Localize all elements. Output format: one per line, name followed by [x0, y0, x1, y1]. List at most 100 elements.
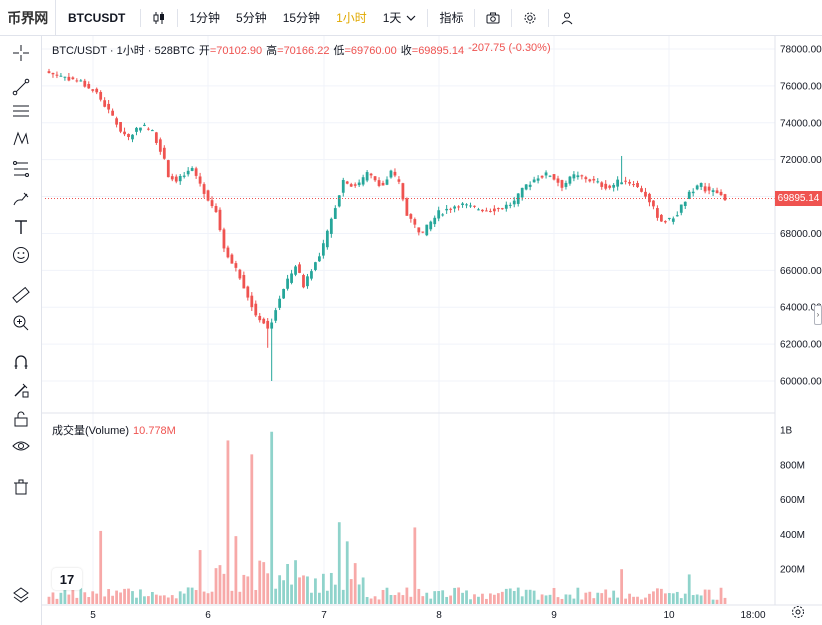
- site-logo[interactable]: 币界网: [0, 0, 56, 36]
- candle-body: [314, 262, 317, 270]
- candle-body: [286, 278, 289, 289]
- lock-drawings-tool[interactable]: [10, 408, 32, 430]
- interval-15m[interactable]: 15分钟: [282, 11, 321, 25]
- text-tool[interactable]: [10, 216, 32, 238]
- time-tick-label: 9: [551, 610, 557, 621]
- zigzag-icon: [13, 131, 29, 146]
- volume-bar: [214, 568, 218, 604]
- chart-settings-icon[interactable]: [790, 604, 806, 620]
- crosshair-tool[interactable]: [10, 42, 32, 64]
- interval-1m[interactable]: 1分钟: [189, 11, 221, 25]
- remove-drawings-tool[interactable]: [10, 476, 32, 498]
- emoji-tool[interactable]: [10, 244, 32, 266]
- brush-tool[interactable]: [10, 188, 32, 210]
- candle-body: [429, 221, 433, 230]
- volume-bar: [425, 592, 429, 604]
- trendline-tool[interactable]: [10, 76, 32, 98]
- volume-bar: [361, 577, 365, 604]
- candle-body: [477, 209, 480, 211]
- candle-body: [437, 210, 441, 219]
- volume-bar: [198, 550, 202, 604]
- volume-bar: [143, 596, 146, 604]
- candle-body: [290, 273, 293, 283]
- volume-bar: [318, 592, 321, 604]
- candle-body: [131, 134, 134, 140]
- gear-icon: [524, 12, 536, 23]
- volume-bar: [524, 589, 528, 604]
- symbol-search-button[interactable]: BTCUSDT: [68, 10, 126, 25]
- interval-1d[interactable]: 1天: [375, 0, 425, 36]
- volume-bar: [504, 588, 508, 604]
- volume-bar: [564, 594, 568, 604]
- tradingview-logo[interactable]: 17: [52, 568, 82, 590]
- horizontal-lines-tool[interactable]: [10, 100, 32, 122]
- volume-bar: [584, 592, 588, 604]
- volume-bar: [365, 597, 369, 604]
- volume-bar: [325, 590, 329, 604]
- measure-tool[interactable]: [10, 284, 32, 306]
- interval-5m[interactable]: 5分钟: [236, 11, 267, 25]
- volume-bar: [485, 598, 488, 604]
- candle-body: [111, 110, 115, 116]
- candle-body: [588, 179, 592, 182]
- chevron-down-icon: [407, 15, 416, 21]
- volume-bar: [174, 598, 178, 604]
- volume-bar: [536, 599, 540, 604]
- volume-bar: [234, 536, 238, 604]
- candle-body: [226, 247, 230, 258]
- candle-body: [504, 204, 508, 209]
- candle-body: [345, 181, 349, 184]
- volume-bar: [123, 588, 126, 604]
- volume-bar: [139, 589, 142, 604]
- volume-bar: [337, 522, 341, 604]
- layers-tool[interactable]: [10, 584, 32, 606]
- time-tick-label: 18:00: [740, 610, 765, 621]
- volume-bar: [314, 578, 317, 604]
- candle-body: [162, 147, 166, 159]
- candle-body: [262, 318, 266, 324]
- drawing-mode-tool[interactable]: [10, 379, 32, 401]
- candle-body: [703, 186, 707, 192]
- price-tick-label: 74000.00: [780, 118, 822, 129]
- interval-1h[interactable]: 1小时: [336, 11, 367, 25]
- candle-body: [103, 100, 107, 107]
- volume-bar: [51, 592, 55, 604]
- settings-button[interactable]: [515, 0, 545, 36]
- account-button[interactable]: [552, 0, 582, 36]
- indicators-button[interactable]: 指标: [439, 11, 464, 25]
- volume-bar: [500, 591, 504, 604]
- candle-body: [115, 118, 118, 125]
- volume-bar: [353, 563, 357, 604]
- hide-drawings-tool[interactable]: [10, 435, 32, 457]
- volume-bar: [560, 598, 564, 604]
- candle-body: [310, 271, 313, 279]
- volume-bar: [103, 596, 107, 604]
- candle-body: [55, 74, 59, 76]
- change-value: -207.75 (-0.30%): [468, 42, 551, 54]
- zoom-tool[interactable]: [10, 312, 32, 334]
- candles-layer: [47, 68, 727, 381]
- volume-bar: [373, 596, 377, 604]
- candle-body: [83, 80, 87, 87]
- fibonacci-tool[interactable]: [10, 158, 32, 180]
- volume-bar: [548, 594, 552, 604]
- candle-body: [516, 193, 520, 204]
- pattern-tool[interactable]: [10, 128, 32, 150]
- candle-body: [250, 295, 254, 308]
- collapse-handle[interactable]: ›: [814, 305, 822, 325]
- screenshot-button[interactable]: [478, 0, 508, 36]
- volume-bar: [166, 597, 170, 604]
- candle-body: [91, 89, 95, 91]
- camera-icon: [486, 12, 500, 23]
- candle-body: [170, 176, 174, 180]
- volume-bar: [540, 594, 544, 604]
- magnet-tool[interactable]: [10, 351, 32, 373]
- toolbar-divider: [548, 8, 550, 27]
- volume-bar: [528, 589, 532, 604]
- chart-style-button[interactable]: [144, 0, 174, 36]
- volume-bar: [91, 591, 95, 604]
- volume-bar: [135, 597, 138, 604]
- candle-body: [492, 208, 496, 212]
- candle-body: [552, 174, 556, 180]
